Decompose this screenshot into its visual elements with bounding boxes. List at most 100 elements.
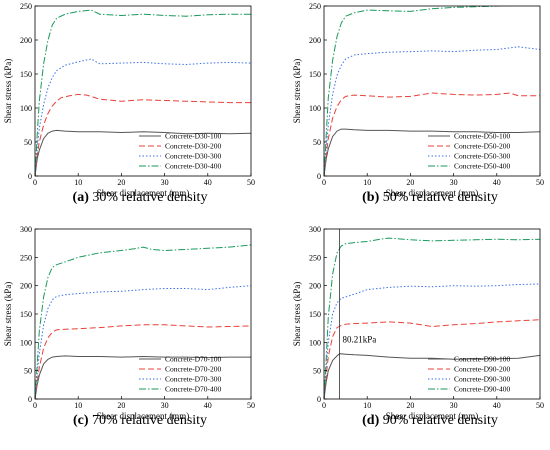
y-tick-label: 200 <box>20 282 32 291</box>
legend-label-4: Concrete-D30-400 <box>165 162 221 171</box>
panel-caption-letter: (d) <box>362 413 379 428</box>
y-tick-label: 0 <box>317 172 321 181</box>
series-line-2 <box>35 324 251 399</box>
panel-caption-letter: (a) <box>73 190 90 205</box>
y-tick-label: 100 <box>309 338 321 347</box>
y-tick-label: 50 <box>24 367 32 376</box>
legend-label-3: Concrete-D50-300 <box>454 152 510 161</box>
y-tick-label: 150 <box>309 70 321 79</box>
y-tick-label: 300 <box>20 225 32 234</box>
panel-caption-letter: (c) <box>73 413 89 428</box>
x-axis-label: Shear displacement (mm) <box>97 188 189 198</box>
legend-label-3: Concrete-D70-300 <box>165 375 221 384</box>
y-tick-label: 50 <box>313 367 321 376</box>
panel-caption-letter: (b) <box>362 190 379 205</box>
x-tick-label: 50 <box>536 178 544 187</box>
y-axis-label: Shear stress (kPa) <box>3 59 13 124</box>
panel-caption: (c) 70% relative density <box>73 413 207 428</box>
chart-panel-a: 0 10 20 30 40 50 0 50 100 150 200 250 Shear displace… <box>3 2 255 205</box>
panel-caption-text: 70% relative density <box>88 413 207 428</box>
panel-caption: (d) 90% relative density <box>362 413 498 428</box>
plot-frame <box>323 5 541 177</box>
x-tick-label: 10 <box>74 401 82 410</box>
panel-caption: (b) 50% relative density <box>362 190 498 205</box>
x-tick-label: 40 <box>493 401 501 410</box>
legend-label-3: Concrete-D90-300 <box>454 375 510 384</box>
series-line-4 <box>35 244 251 399</box>
panel-caption-text: 50% relative density <box>379 190 498 205</box>
series-line-1 <box>324 128 540 176</box>
series-line-1 <box>35 129 251 176</box>
legend-label-4: Concrete-D70-400 <box>165 385 221 394</box>
x-tick-label: 0 <box>33 178 37 187</box>
panel-caption-text: 90% relative density <box>379 413 498 428</box>
y-tick-label: 0 <box>28 172 32 181</box>
x-tick-label: 30 <box>450 401 458 410</box>
legend-label-1: Concrete-D90-100 <box>454 355 510 364</box>
panel-caption: (a) 30% relative density <box>73 190 208 205</box>
x-tick-label: 20 <box>117 401 125 410</box>
legend-label-2: Concrete-D50-200 <box>454 142 510 151</box>
plot-frame <box>34 228 252 400</box>
legend-label-2: Concrete-D90-200 <box>454 365 510 374</box>
y-tick-label: 250 <box>20 253 32 262</box>
x-tick-label: 10 <box>74 178 82 187</box>
x-tick-label: 50 <box>247 178 255 187</box>
x-tick-label: 10 <box>363 401 371 410</box>
legend-label-1: Concrete-D30-100 <box>165 132 221 141</box>
y-tick-label: 50 <box>24 138 32 147</box>
y-tick-label: 150 <box>20 70 32 79</box>
y-tick-label: 0 <box>28 395 32 404</box>
x-axis-label: Shear displacement (mm) <box>386 411 478 421</box>
x-tick-label: 0 <box>322 178 326 187</box>
y-tick-label: 200 <box>20 36 32 45</box>
y-tick-label: 100 <box>20 338 32 347</box>
chart-panel-d: 80.21kPa 0 10 20 30 40 50 0 50 100 150 200 250 300 She… <box>292 225 544 428</box>
series-line-2 <box>324 319 540 399</box>
series-line-3 <box>35 58 251 176</box>
legend-label-4: Concrete-D50-400 <box>454 162 510 171</box>
x-tick-label: 30 <box>450 178 458 187</box>
y-tick-label: 250 <box>20 2 32 11</box>
y-tick-label: 50 <box>313 138 321 147</box>
x-tick-label: 40 <box>204 401 212 410</box>
x-tick-label: 30 <box>161 401 169 410</box>
legend-label-4: Concrete-D90-400 <box>454 385 510 394</box>
x-tick-label: 40 <box>493 178 501 187</box>
chart-panel-c: 0 10 20 30 40 50 0 50 100 150 200 250 300 Shear displ… <box>3 225 255 428</box>
y-tick-label: 100 <box>20 104 32 113</box>
y-tick-label: 200 <box>309 282 321 291</box>
y-axis-label: Shear stress (kPa) <box>3 282 13 347</box>
plot-frame <box>323 228 541 400</box>
x-tick-label: 20 <box>406 178 414 187</box>
series-line-2 <box>324 92 540 176</box>
x-tick-label: 40 <box>204 178 212 187</box>
x-axis-label: Shear displacement (mm) <box>97 411 189 421</box>
y-tick-label: 250 <box>309 253 321 262</box>
series-line-4 <box>324 237 540 399</box>
series-line-1 <box>324 353 540 399</box>
chart-panel-b: 0 10 20 30 40 50 0 50 100 150 200 250 Shear displace… <box>292 2 544 205</box>
x-tick-label: 0 <box>322 401 326 410</box>
legend-label-1: Concrete-D50-100 <box>454 132 510 141</box>
series-line-2 <box>35 93 251 176</box>
x-tick-label: 0 <box>33 401 37 410</box>
y-axis-label: Shear stress (kPa) <box>292 282 302 347</box>
panel-caption-text: 30% relative density <box>89 190 208 205</box>
y-tick-label: 150 <box>20 310 32 319</box>
x-axis-label: Shear displacement (mm) <box>386 188 478 198</box>
x-tick-label: 10 <box>363 178 371 187</box>
legend-label-3: Concrete-D30-300 <box>165 152 221 161</box>
legend-label-2: Concrete-D30-200 <box>165 142 221 151</box>
y-tick-label: 200 <box>309 36 321 45</box>
legend-label-2: Concrete-D70-200 <box>165 365 221 374</box>
y-tick-label: 150 <box>309 310 321 319</box>
series-line-4 <box>35 9 251 176</box>
annotation-label: 80.21kPa <box>343 334 377 344</box>
y-tick-label: 0 <box>317 395 321 404</box>
y-tick-label: 300 <box>309 225 321 234</box>
plot-frame <box>34 5 252 177</box>
x-tick-label: 50 <box>536 401 544 410</box>
x-tick-label: 50 <box>247 401 255 410</box>
